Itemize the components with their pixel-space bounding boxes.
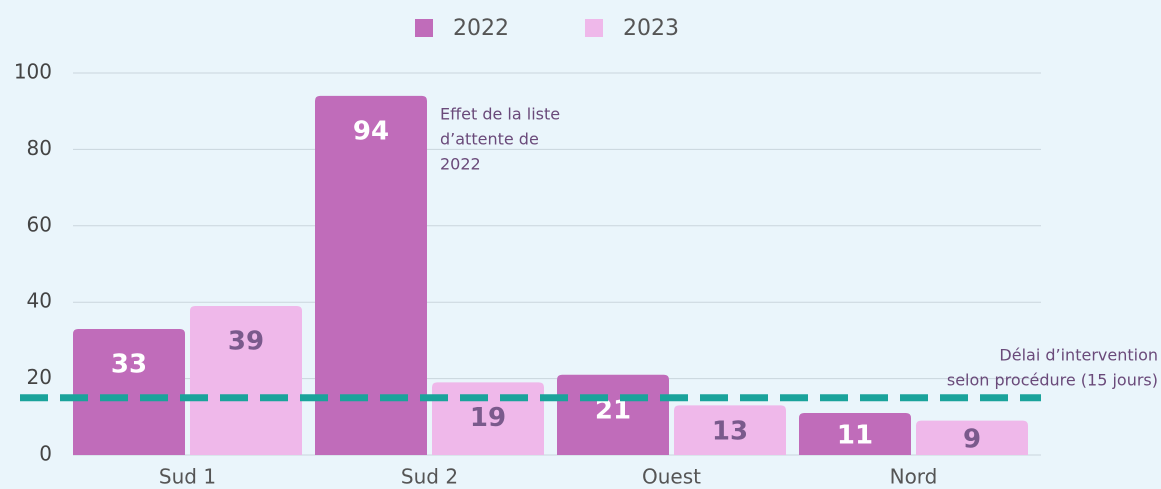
data-label: 13 (712, 417, 748, 447)
x-tick-label: Ouest (642, 465, 701, 489)
y-tick-label: 0 (39, 442, 52, 466)
y-tick-label: 40 (27, 289, 52, 313)
annotation: Effet de la liste (440, 105, 560, 124)
bar (315, 95, 427, 456)
data-label: 39 (228, 327, 264, 357)
legend-swatch (585, 19, 603, 37)
data-label: 33 (111, 349, 147, 379)
reference-label: selon procédure (15 jours) (947, 371, 1158, 390)
legend-label: 2022 (453, 16, 509, 41)
x-tick-label: Nord (890, 465, 938, 489)
legend-swatch (415, 19, 433, 37)
annotation: 2022 (440, 155, 481, 174)
x-tick-label: Sud 1 (159, 465, 216, 489)
bar (190, 306, 302, 455)
legend-label: 2023 (623, 16, 679, 41)
data-label: 9 (963, 424, 981, 454)
bar (73, 328, 185, 455)
reference-label: Délai d’intervention (999, 346, 1158, 365)
data-label: 11 (837, 420, 873, 450)
x-tick-label: Sud 2 (401, 465, 458, 489)
annotation: d’attente de (440, 130, 539, 149)
y-tick-label: 100 (14, 60, 52, 84)
bar (916, 420, 1028, 455)
y-tick-label: 20 (27, 365, 52, 389)
y-tick-label: 60 (27, 212, 52, 236)
data-label: 19 (470, 403, 506, 433)
y-tick-label: 80 (27, 136, 52, 160)
data-label: 94 (353, 116, 389, 146)
bar (799, 412, 911, 455)
bar (674, 405, 786, 455)
